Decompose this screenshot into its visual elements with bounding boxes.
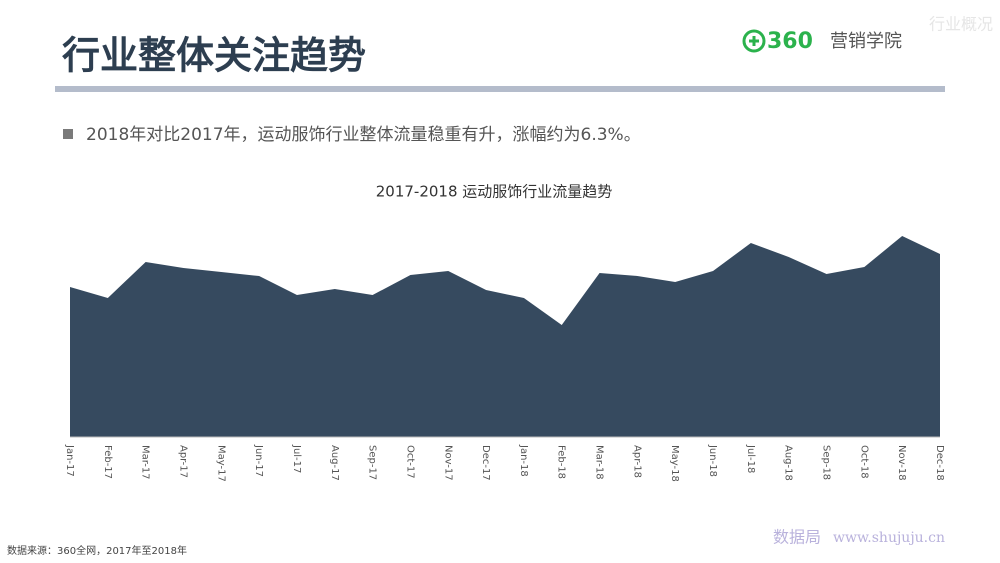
- x-tick-label: Apr-18: [631, 445, 642, 478]
- x-tick-label: Jan-18: [518, 444, 529, 477]
- logo: 360 营销学院: [742, 29, 902, 54]
- x-tick-label: Jul-17: [291, 444, 302, 473]
- logo-mark: 360: [767, 29, 813, 54]
- x-tick-label: Sep-17: [367, 445, 378, 480]
- x-tick-label: Jul-18: [745, 444, 756, 473]
- area: [70, 236, 940, 437]
- logo-plus: [749, 36, 759, 46]
- x-tick-label: Jun-18: [707, 444, 718, 477]
- x-tick-label: Apr-17: [177, 445, 188, 478]
- x-tick-label: May-18: [669, 445, 680, 482]
- source-note: 数据来源：360全网，2017年至2018年: [7, 544, 187, 557]
- slide-title: 行业整体关注趋势: [62, 34, 366, 78]
- x-tick-label: Aug-17: [329, 445, 340, 481]
- x-tick-label: Oct-18: [858, 445, 869, 479]
- bullet-text: 2018年对比2017年，运动服饰行业整体流量稳重有升，涨幅约为6.3%。: [86, 125, 641, 145]
- x-tick-label: Feb-17: [102, 445, 113, 479]
- x-tick-label: Sep-18: [821, 445, 832, 480]
- x-tick-label: Nov-17: [442, 445, 453, 481]
- chart-title: 2017-2018 运动服饰行业流量趋势: [376, 183, 613, 201]
- x-tick-label: Dec-17: [480, 445, 491, 481]
- x-tick-label: Aug-18: [783, 445, 794, 481]
- x-tick-label: Jan-17: [64, 444, 75, 477]
- bullet-icon: [63, 129, 73, 139]
- logo-icon: [742, 29, 766, 53]
- x-tick-label: Jun-17: [253, 444, 264, 477]
- x-tick-label: May-17: [215, 445, 226, 482]
- x-tick-label: Oct-17: [404, 445, 415, 479]
- x-tick-label: Mar-17: [140, 445, 151, 480]
- section-label: 行业概况: [929, 15, 993, 34]
- x-tick-label: Feb-18: [556, 445, 567, 479]
- watermark-name: 数据局: [773, 528, 821, 547]
- x-tick-label: Nov-18: [896, 445, 907, 481]
- logo-text: 营销学院: [830, 31, 902, 52]
- watermark-url: www.shujuju.cn: [833, 530, 945, 546]
- x-tick-label: Mar-18: [594, 445, 605, 480]
- title-rule: [55, 86, 945, 92]
- x-tick-label: Dec-18: [934, 445, 945, 481]
